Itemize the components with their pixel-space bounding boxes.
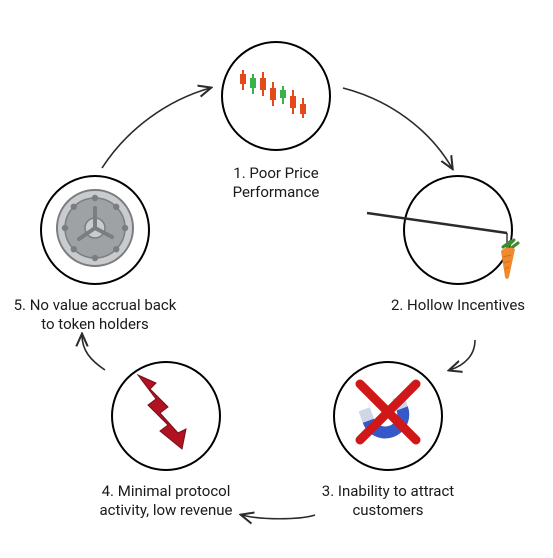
down-arrow-icon <box>126 369 206 463</box>
cycle-label-n1: 1. Poor Price Performance <box>201 164 351 202</box>
arrow-n2-n3 <box>450 340 475 370</box>
cycle-node-n5 <box>40 175 150 285</box>
magnet-crossed-icon <box>346 372 430 460</box>
cycle-label-n3: 3. Inability to attract customers <box>303 482 473 520</box>
cycle-node-n1 <box>221 41 331 151</box>
candlestick-chart-icon <box>237 64 315 128</box>
arrow-n1-n2 <box>343 88 452 168</box>
cycle-diagram: 1. Poor Price Performance 2. Hollow Ince… <box>0 0 553 558</box>
cycle-label-n2: 2. Hollow Incentives <box>383 296 533 315</box>
cycle-label-n5: 5. No value accrual back to token holder… <box>10 296 180 334</box>
cycle-label-n4: 4. Minimal protocol activity, low revenu… <box>76 482 256 520</box>
carrot-stick-icon <box>387 183 527 297</box>
cycle-node-n3 <box>333 361 443 471</box>
cycle-node-n4 <box>111 361 221 471</box>
cycle-node-n2 <box>403 175 513 285</box>
vault-icon <box>52 185 138 275</box>
arrow-n4-n5 <box>82 335 105 370</box>
arrow-n5-n1 <box>102 88 210 168</box>
